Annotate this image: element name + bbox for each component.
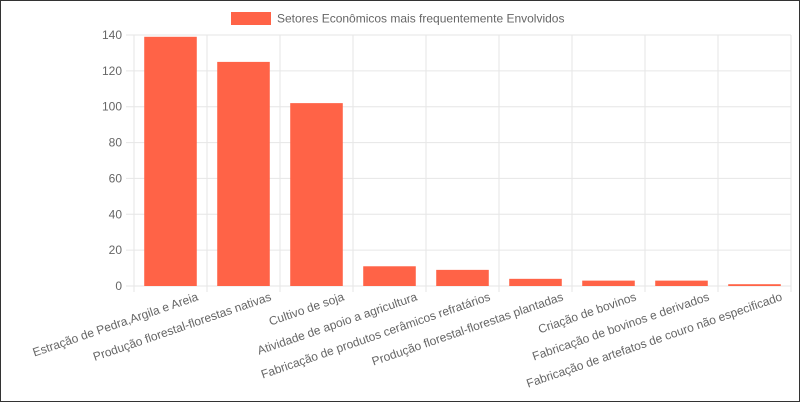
y-tick-label: 140 bbox=[102, 28, 122, 42]
y-tick-label: 0 bbox=[115, 279, 122, 293]
bar[interactable] bbox=[655, 280, 708, 286]
y-tick-label: 20 bbox=[109, 243, 123, 257]
y-axis-ticks: 0 20 40 60 80 100 120 140 bbox=[102, 28, 122, 293]
y-tick-label: 80 bbox=[109, 136, 123, 150]
y-tick-label: 120 bbox=[102, 64, 122, 78]
y-tick-label: 40 bbox=[109, 207, 123, 221]
y-tick-label: 60 bbox=[109, 171, 123, 185]
x-axis-labels: Estração de Pedra,Argila e AreiaProdução… bbox=[31, 289, 784, 390]
bar[interactable] bbox=[363, 266, 416, 286]
bars bbox=[144, 36, 781, 287]
legend-label: Setores Econômicos mais frequentemente E… bbox=[277, 12, 564, 26]
bar[interactable] bbox=[582, 280, 635, 286]
bar[interactable] bbox=[509, 278, 562, 286]
bar[interactable] bbox=[217, 61, 270, 287]
legend[interactable]: Setores Econômicos mais frequentemente E… bbox=[231, 12, 564, 26]
bar[interactable] bbox=[144, 36, 197, 286]
bar[interactable] bbox=[290, 103, 343, 286]
bar[interactable] bbox=[728, 284, 781, 286]
y-tick-label: 100 bbox=[102, 100, 122, 114]
legend-swatch bbox=[231, 12, 271, 25]
bar[interactable] bbox=[436, 269, 489, 286]
